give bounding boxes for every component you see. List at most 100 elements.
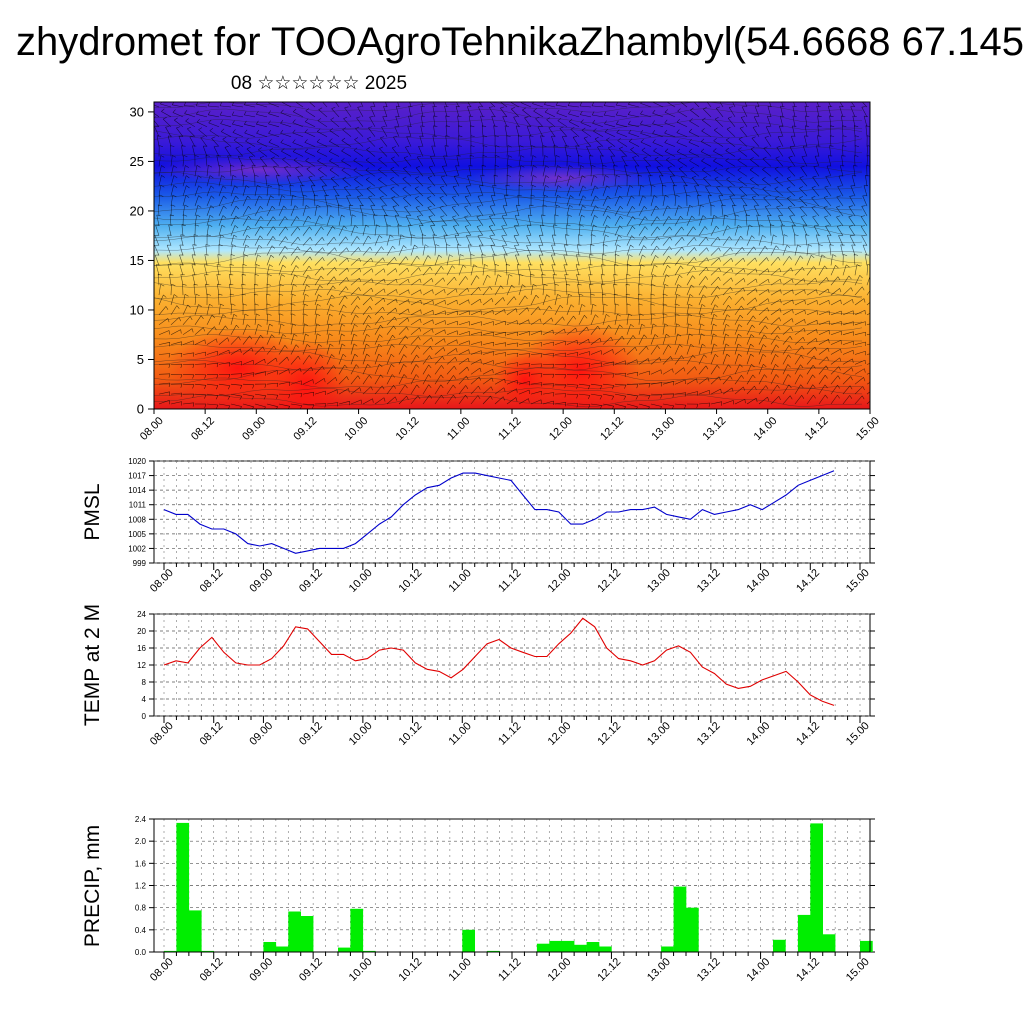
wind-barb-flag [675,194,680,197]
wind-barb-flag [859,97,863,99]
wind-barb [362,315,369,325]
wind-barb [182,175,187,187]
wind-barb-flag [223,205,227,209]
precip-bar [350,908,364,952]
wind-barb [806,337,817,345]
wind-barb [686,333,690,345]
wind-barb [433,102,436,108]
wind-barb [746,344,751,355]
wind-barb-flag [254,303,259,306]
wind-barb [392,206,400,217]
wind-barb-flag [623,406,626,409]
wind-barb [157,274,160,286]
wind-barb [861,107,868,118]
wind-barb [302,215,309,226]
wind-barb [589,254,592,266]
wind-barb-flag [265,175,270,177]
wind-barb [230,324,237,335]
wind-barb [154,104,160,108]
wind-barb [166,245,172,256]
x-tick-label: 14.12 [794,567,822,595]
wind-barb [800,167,808,177]
wind-barb-flag [799,176,804,179]
wind-barb-flag [208,165,213,168]
wind-barb [182,155,185,167]
wind-barb [350,305,357,316]
wind-barb-flag [431,328,434,333]
wind-barb [383,215,388,226]
wind-barb [614,244,618,256]
wind-barb [850,185,856,197]
wind-barb [518,381,530,385]
wind-barb-flag [576,403,579,408]
wind-barb-flag [791,318,794,323]
wind-barb-flag [619,206,624,210]
wind-barb-flag [203,327,206,332]
wind-barb-flag [677,108,681,112]
wind-barb-flag [790,267,793,272]
wind-barb [650,284,652,296]
wind-barb [770,344,777,355]
wind-barb-flag [739,126,744,129]
wind-barb-flag [619,146,624,149]
wind-barb-flag [455,357,458,362]
wind-barb-flag [200,136,205,138]
wind-barb-flag [389,234,394,238]
wind-barb [470,395,479,405]
wind-barb [851,175,856,187]
precip-bar [300,916,314,952]
wind-barb-flag [264,359,266,364]
wind-barb [616,132,628,137]
wind-barb [482,286,491,296]
wind-barb [866,382,870,385]
wind-barb-flag [792,309,794,314]
wind-barb-flag [366,147,371,150]
wind-barb [762,158,772,167]
wind-barb [158,294,164,306]
wind-barb [650,205,657,217]
wind-barb-flag [514,225,519,227]
wind-barb-flag [706,267,709,271]
wind-barb [650,185,652,197]
wind-barb-flag [700,333,705,337]
wind-barb [812,177,820,187]
wind-barb [256,103,268,108]
wind-barb [553,224,556,236]
wind-barb [638,313,641,325]
wind-barb-flag [416,384,420,389]
wind-barb-flag [763,195,768,199]
wind-barb [554,155,557,167]
wind-barb [806,394,814,405]
wind-barb-flag [180,383,183,388]
wind-barb-flag [612,349,614,354]
wind-barb-flag [726,176,730,180]
wind-barb-flag [180,353,183,358]
wind-barb-flag [213,145,219,147]
wind-barb-flag [705,237,709,241]
wind-barb [591,105,604,108]
wind-barb-flag [320,275,324,280]
wind-barb-flag [816,289,818,294]
wind-barb-flag [371,268,374,273]
wind-barb-flag [251,396,255,400]
x-tick-label: 15.00 [844,956,872,984]
wind-barb [518,295,526,306]
wind-barb [368,127,376,137]
wind-barb-flag [848,275,852,280]
wind-barb-flag [774,186,779,190]
wind-barb-flag [531,145,536,148]
wind-barb [302,333,306,345]
wind-barb [230,244,233,256]
wind-barb [853,165,856,177]
wind-barb [578,374,591,376]
wind-barb-flag [516,353,519,358]
wind-barb-flag [408,299,410,304]
wind-barb [590,337,601,345]
wind-barb [554,305,561,316]
wind-barb-flag [370,386,373,391]
wind-barb-flag [457,145,462,147]
wind-barb [189,136,196,147]
wind-barb-flag [184,293,189,297]
wind-barb-flag [428,374,432,378]
wind-barb-flag [632,206,636,210]
